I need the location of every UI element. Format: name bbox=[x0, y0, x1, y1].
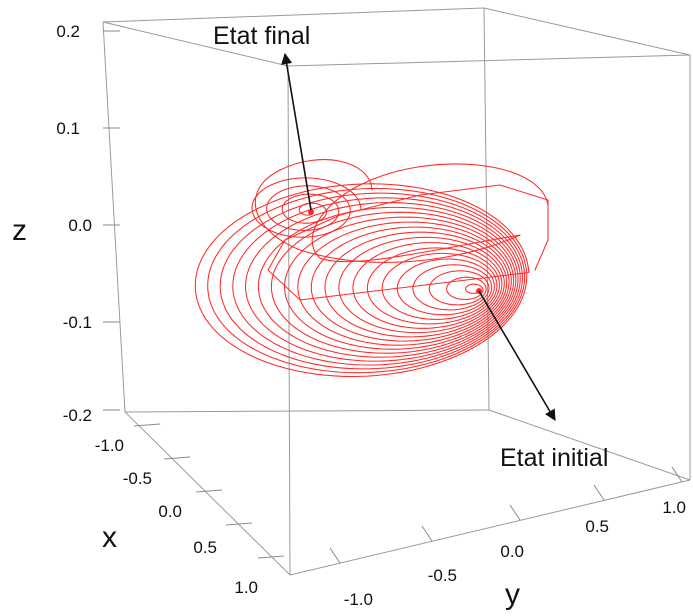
y-tick-label: 1.0 bbox=[662, 498, 686, 517]
plot-box bbox=[102, 7, 691, 576]
z-tick-label: 0.1 bbox=[56, 119, 80, 138]
initial-spiral bbox=[194, 183, 530, 378]
y-tick-mark bbox=[671, 466, 683, 483]
box-edge-right-top bbox=[483, 7, 691, 56]
box-edge-back-right bbox=[483, 7, 490, 411]
y-tick-label: 0.0 bbox=[500, 542, 524, 561]
final-state-arrow bbox=[281, 52, 312, 211]
z-tick-label: 0.2 bbox=[56, 22, 80, 41]
x-axis: -1.0 -0.5 0.0 0.5 1.0 x bbox=[95, 423, 285, 597]
x-tick-label: -0.5 bbox=[123, 469, 152, 488]
x-tick-mark bbox=[225, 522, 253, 526]
box-edge-floor-left bbox=[124, 411, 291, 576]
upper-loop-2 bbox=[254, 159, 521, 263]
annotations: Etat final Etat initial bbox=[213, 22, 608, 472]
x-tick-label: 0.5 bbox=[193, 538, 217, 557]
z-axis: 0.2 0.1 0.0 -0.1 -0.2 z bbox=[12, 22, 120, 425]
transition-curve bbox=[267, 184, 549, 301]
box-edge-top-side bbox=[287, 54, 691, 67]
y-tick-mark bbox=[509, 504, 521, 521]
y-tick-label: 0.5 bbox=[585, 517, 609, 536]
box-edge-back-top bbox=[102, 7, 485, 23]
x-tick-mark bbox=[195, 489, 223, 493]
box-edge-floor-back bbox=[124, 409, 490, 413]
z-tick-label: -0.1 bbox=[63, 313, 92, 332]
final-spiral bbox=[251, 177, 362, 238]
initial-state-label: Etat initial bbox=[500, 444, 608, 472]
y-axis: -1.0 -0.5 0.0 0.5 1.0 y bbox=[329, 466, 686, 611]
final-state-label: Etat final bbox=[213, 22, 310, 50]
box-edge-floor-right bbox=[488, 409, 691, 481]
z-axis-title: z bbox=[12, 214, 27, 247]
x-tick-mark bbox=[133, 423, 161, 427]
x-tick-label: 0.0 bbox=[158, 502, 182, 521]
upper-loop-1 bbox=[311, 163, 549, 263]
y-tick-label: -0.5 bbox=[428, 566, 457, 585]
x-tick-mark bbox=[163, 456, 191, 460]
z-tick-label: -0.2 bbox=[63, 406, 92, 425]
initial-state-arrow bbox=[478, 290, 556, 421]
x-axis-title: x bbox=[102, 521, 117, 554]
box-edge-floor-front bbox=[289, 479, 691, 576]
y-tick-mark bbox=[421, 525, 433, 542]
y-tick-mark bbox=[593, 484, 605, 501]
box-edge-back-left bbox=[102, 21, 126, 413]
z-tick-label: 0.0 bbox=[68, 216, 92, 235]
box-edge-top-front bbox=[102, 21, 289, 67]
x-tick-mark bbox=[257, 555, 285, 559]
y-tick-label: -1.0 bbox=[344, 590, 373, 609]
y-tick-mark bbox=[329, 547, 341, 564]
box-edge-front-vertical bbox=[287, 65, 291, 576]
y-axis-title: y bbox=[505, 578, 520, 611]
final-state-point bbox=[308, 209, 314, 215]
x-tick-label: -1.0 bbox=[95, 436, 124, 455]
x-tick-label: 1.0 bbox=[234, 578, 258, 597]
trajectory-series bbox=[194, 159, 549, 378]
